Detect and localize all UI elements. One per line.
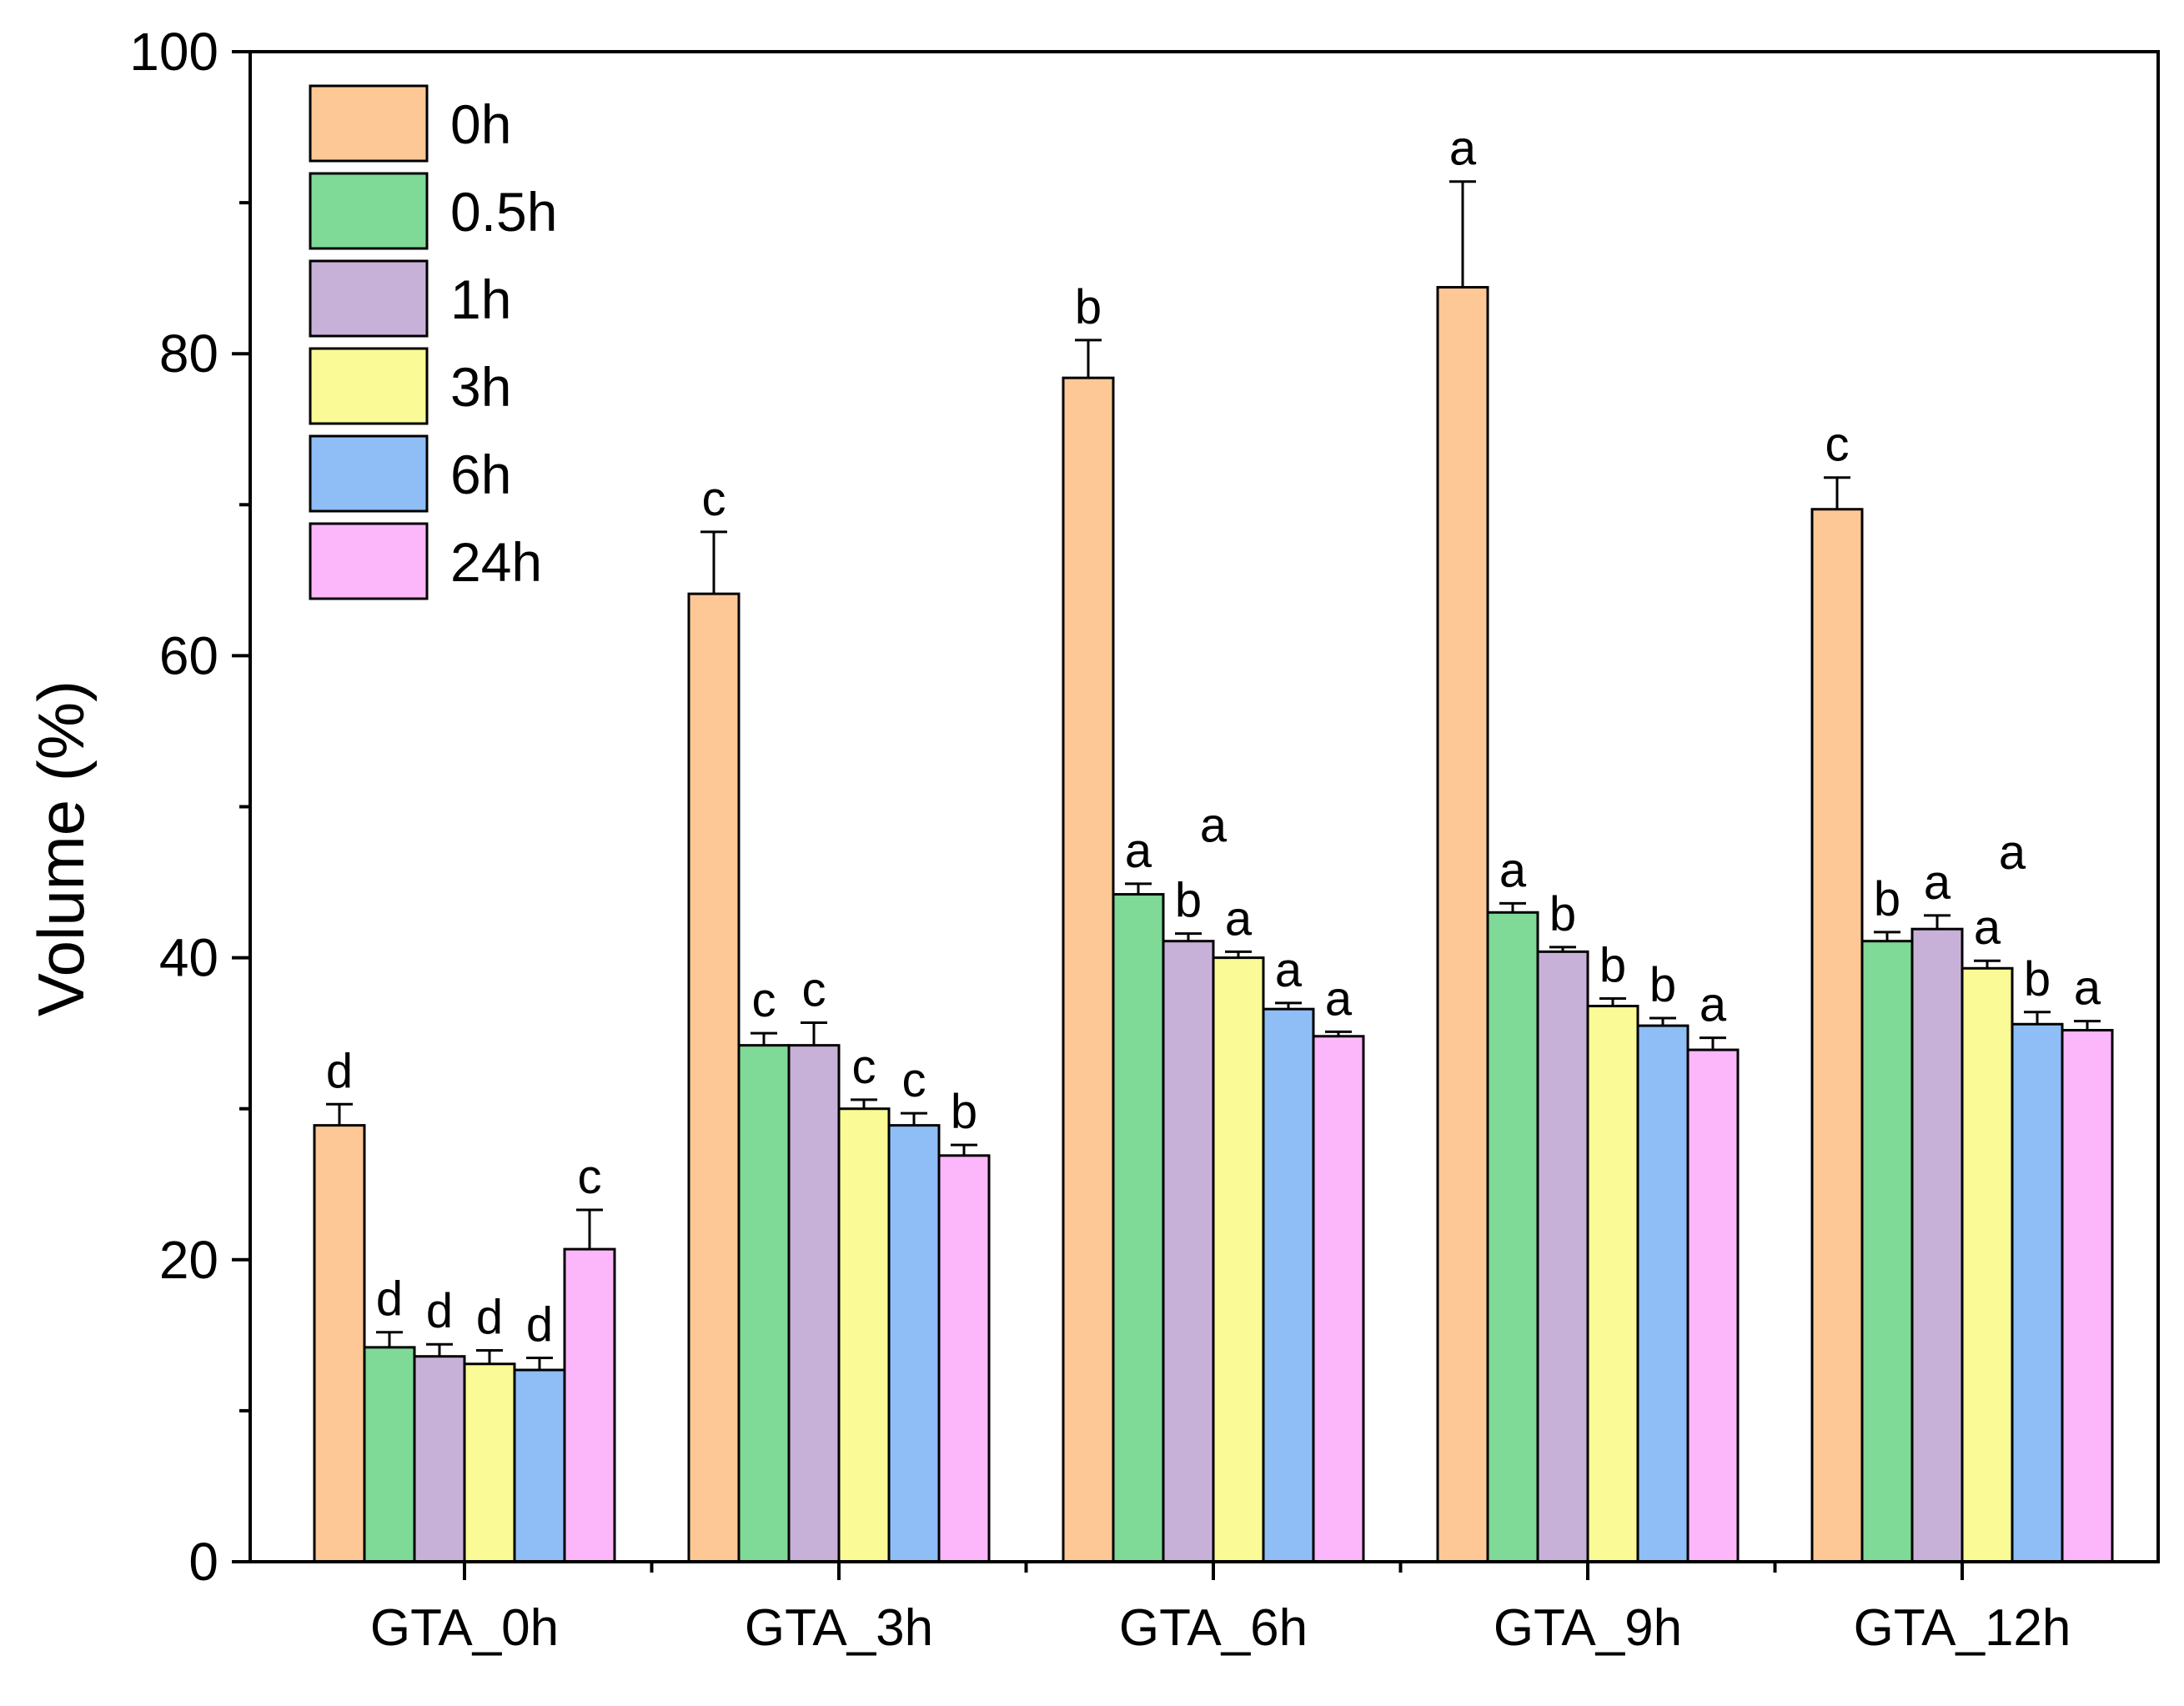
significance-label: a <box>1275 943 1303 997</box>
y-tick-label: 80 <box>159 324 218 384</box>
x-tick-label: GTA_9h <box>1494 1599 1682 1657</box>
significance-label: c <box>1825 418 1850 472</box>
significance-label: c <box>702 472 726 526</box>
significance-label: a <box>1700 978 1727 1032</box>
bar <box>1312 1035 1365 1563</box>
x-axis: GTA_0h GTA_3h GTA_6h GTA_9h GTA_12h <box>370 1562 2071 1657</box>
significance-label: a <box>1499 843 1527 897</box>
significance-label: b <box>1599 938 1626 992</box>
bar <box>1436 286 1489 1563</box>
plot-frame <box>249 50 2160 1563</box>
bar <box>1212 956 1265 1563</box>
bar <box>1486 911 1539 1563</box>
legend-label: 0h <box>450 93 511 155</box>
legend-label: 3h <box>450 356 511 418</box>
significance-label: a <box>1225 891 1253 946</box>
legend-label: 1h <box>450 268 511 330</box>
significance-label: a <box>1999 825 2026 880</box>
significance-label: c <box>802 962 826 1016</box>
significance-label: c <box>902 1053 926 1107</box>
significance-label: a <box>1125 824 1152 878</box>
significance-label: b <box>1075 280 1102 334</box>
bar <box>513 1368 566 1563</box>
significance-label: d <box>526 1298 553 1352</box>
x-tick-label: GTA_3h <box>745 1599 933 1657</box>
y-axis: 0 20 40 60 80 100 <box>129 22 250 1592</box>
significance-label: c <box>752 973 776 1027</box>
legend-swatch <box>309 522 429 600</box>
significance-label: a <box>1449 122 1477 176</box>
bar <box>2061 1029 2114 1563</box>
legend-label: 6h <box>450 444 511 505</box>
bar <box>687 592 741 1563</box>
significance-label: d <box>376 1272 403 1327</box>
bar <box>1636 1024 1689 1563</box>
bar <box>1536 950 1589 1563</box>
bar <box>1586 1005 1639 1563</box>
legend-swatch <box>309 259 429 338</box>
y-tick-label: 0 <box>188 1532 218 1592</box>
significance-label: a <box>1974 901 2001 955</box>
significance-label: b <box>1549 887 1576 941</box>
legend-swatch <box>309 172 429 250</box>
bar <box>1910 927 1964 1563</box>
significance-label: d <box>326 1044 353 1098</box>
x-tick-label: GTA_6h <box>1119 1599 1308 1657</box>
significance-label: c <box>578 1150 602 1204</box>
y-axis-title: Volume (%) <box>24 680 98 1016</box>
y-tick-label: 20 <box>159 1230 218 1290</box>
bar <box>887 1124 941 1563</box>
bar <box>1112 893 1165 1563</box>
bar <box>1810 508 1864 1563</box>
significance-label: b <box>2024 952 2051 1006</box>
bar <box>563 1247 616 1563</box>
bar <box>413 1355 466 1563</box>
bar <box>463 1362 516 1563</box>
legend-swatch <box>309 347 429 425</box>
significance-label: c <box>852 1040 876 1094</box>
significance-label: b <box>951 1085 977 1139</box>
legend: 0h 0.5h 1h 3h 6h 24h <box>309 84 557 600</box>
significance-label: a <box>1325 971 1353 1026</box>
bar <box>2011 1022 2064 1563</box>
significance-label: b <box>1649 958 1676 1012</box>
x-tick-label: GTA_0h <box>370 1599 559 1657</box>
bar <box>1262 1007 1315 1563</box>
legend-label: 0.5h <box>450 181 557 243</box>
significance-label: b <box>1175 874 1202 928</box>
significance-label: b <box>1874 872 1900 926</box>
legend-swatch <box>309 434 429 513</box>
significance-label: a <box>2074 961 2101 1016</box>
y-tick-label: 60 <box>159 625 218 685</box>
significance-label: a <box>1200 799 1228 853</box>
x-tick-label: GTA_12h <box>1854 1599 2071 1657</box>
y-tick-label: 40 <box>159 928 218 988</box>
bar <box>1686 1048 1740 1563</box>
bar <box>1860 940 1914 1563</box>
y-tick-label: 100 <box>129 22 218 82</box>
legend-swatch <box>309 84 429 163</box>
bar <box>313 1124 366 1563</box>
bar <box>363 1346 416 1563</box>
bar <box>1961 966 2014 1563</box>
bar <box>1062 376 1115 1563</box>
significance-label: a <box>1924 856 1951 910</box>
bar <box>787 1044 841 1563</box>
bar <box>737 1044 791 1563</box>
bar <box>937 1154 991 1563</box>
significance-label: d <box>426 1284 453 1338</box>
significance-label: d <box>476 1290 503 1344</box>
bar <box>837 1107 891 1563</box>
legend-label: 24h <box>450 531 542 593</box>
bar <box>1162 940 1215 1563</box>
